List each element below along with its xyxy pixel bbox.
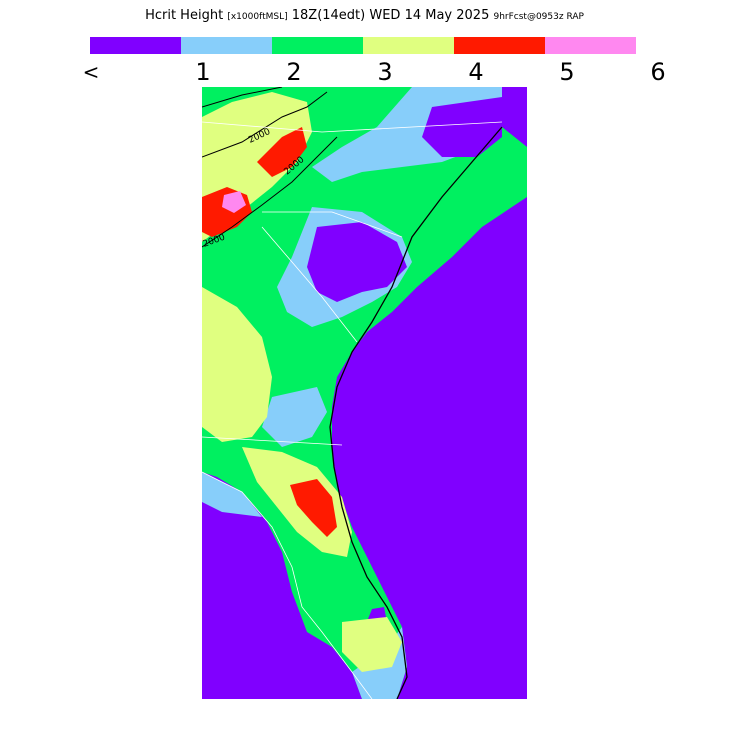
florida-west-coast xyxy=(202,471,373,699)
legend-swatch-2-3 xyxy=(272,37,363,54)
legend-swatch-below-1 xyxy=(90,37,181,54)
legend-tick-4: 4 xyxy=(468,58,484,86)
legend-swatch-5-6 xyxy=(545,37,636,54)
map-title: Hcrit Height [x1000ftMSL] 18Z(14edt) WED… xyxy=(0,8,729,23)
legend-swatch-1-2 xyxy=(181,37,272,54)
title-label: Hcrit Height xyxy=(145,8,224,23)
land-mass xyxy=(202,87,527,699)
region-4-5-ridge-upper xyxy=(257,127,307,177)
legend-tick-5: 5 xyxy=(559,58,575,86)
region-1-2-georgia xyxy=(262,387,327,447)
region-5-6-peak xyxy=(222,191,246,213)
coastline xyxy=(329,126,503,699)
legend-tick-2: 2 xyxy=(286,58,302,86)
legend-swatch-3-4 xyxy=(363,37,454,54)
map-canvas: 2000 2000 2000 xyxy=(202,87,527,699)
legend-tick-6: 6 xyxy=(650,58,666,86)
region-3-4-georgia xyxy=(202,287,272,442)
legend-tick-3: 3 xyxy=(377,58,393,86)
title-units: [x1000ftMSL] xyxy=(227,12,288,22)
region-3-4-lake xyxy=(342,617,402,672)
region-below-1-inland xyxy=(307,222,407,302)
contour-line-mid xyxy=(202,91,328,158)
forecast-map: 2000 2000 2000 xyxy=(202,87,527,699)
state-border-nc-va xyxy=(202,121,503,133)
state-border-nc-sc xyxy=(262,211,403,238)
region-4-5-florida xyxy=(290,479,337,537)
legend-ticks: < 1 2 3 4 5 6 xyxy=(0,58,729,86)
state-border-ga-fl xyxy=(202,436,343,446)
contour-line-lower xyxy=(202,136,338,248)
color-legend xyxy=(90,37,636,54)
title-forecast: 9hrFcst@0953z RAP xyxy=(493,12,584,22)
region-1-2-panhandle xyxy=(202,472,262,517)
legend-tick-1: 1 xyxy=(195,58,211,86)
legend-tick-less-than: < xyxy=(82,60,100,84)
legend-swatch-4-5 xyxy=(454,37,545,54)
state-border-ga-sc xyxy=(261,226,358,343)
title-valid-time: 18Z(14edt) WED 14 May 2025 xyxy=(291,8,490,23)
contour-line-upper xyxy=(202,87,283,108)
region-below-1-north xyxy=(422,97,502,157)
